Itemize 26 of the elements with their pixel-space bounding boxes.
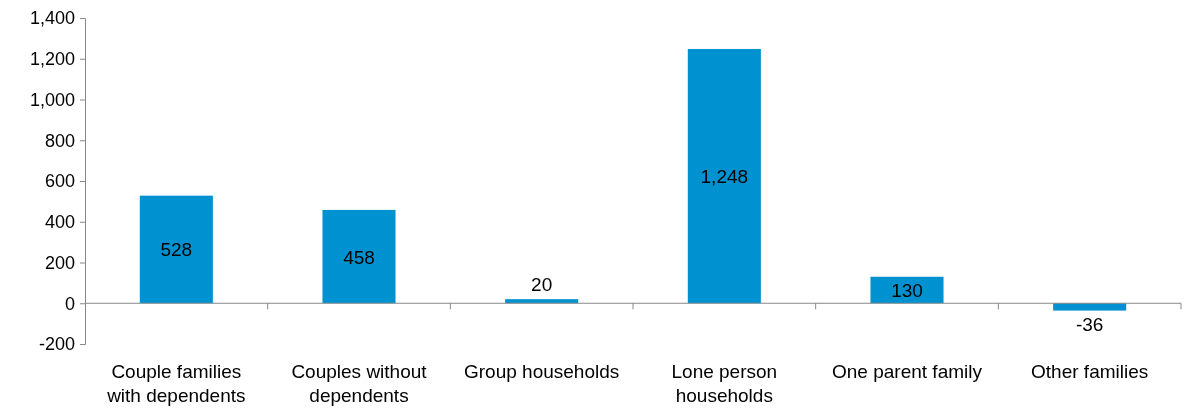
y-tick-label: 1,000 (29, 89, 75, 110)
y-tick-label: 200 (44, 252, 75, 273)
x-tick-label: Lone person households (671, 361, 778, 406)
y-tick-label: 800 (44, 130, 75, 151)
data-label: 130 (891, 280, 923, 302)
bar (322, 209, 396, 304)
x-tick-label: One parent family (832, 361, 983, 382)
bar (1053, 303, 1127, 311)
bar (505, 299, 579, 304)
data-label: 528 (160, 239, 193, 261)
y-tick-label: 1,200 (29, 49, 75, 70)
x-tick-label: Couples without dependents (291, 361, 428, 406)
bar (139, 195, 213, 304)
data-label: -36 (1075, 313, 1104, 335)
y-tick-label: 600 (44, 171, 75, 192)
y-tick-label: -200 (38, 334, 75, 355)
x-tick-label: Other families (1031, 361, 1149, 382)
x-tick-label: Couple families with dependents (106, 361, 246, 406)
x-tick-label: Group households (464, 361, 620, 382)
bar (687, 48, 761, 304)
data-label: 458 (343, 246, 375, 268)
y-tick-label: 400 (44, 212, 75, 233)
data-label: 1,248 (700, 166, 749, 188)
y-tick-label: 0 (64, 293, 75, 314)
data-label: 20 (531, 274, 553, 296)
y-tick-label: 1,400 (29, 8, 75, 29)
